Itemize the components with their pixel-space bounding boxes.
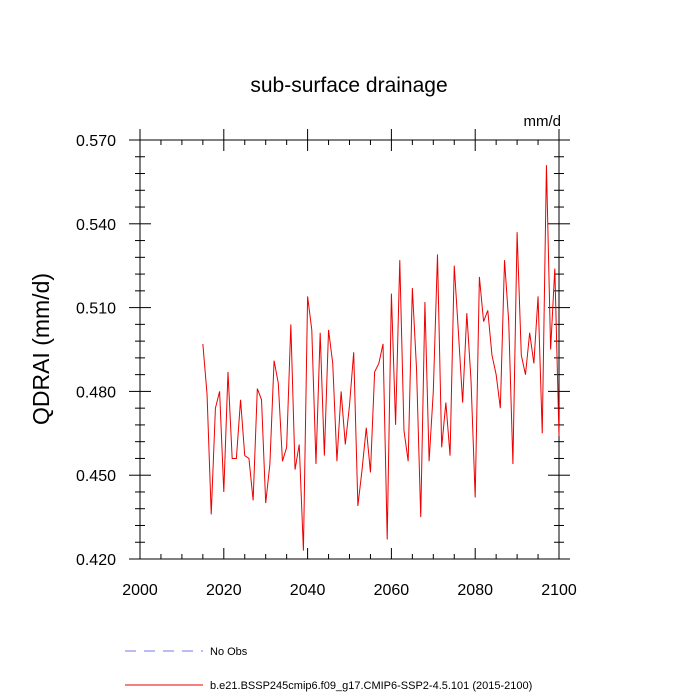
y-tick-label: 0.450 (76, 468, 116, 485)
legend: No Obs b.e21.BSSP245cmip6.f09_g17.CMIP6-S… (125, 646, 532, 692)
y-tick-label: 0.570 (76, 133, 116, 150)
y-tick-label: 0.510 (76, 301, 116, 318)
chart-title: sub-surface drainage (250, 74, 447, 97)
x-tick-label: 2000 (122, 582, 158, 599)
axis-tick-labels: 2000 2020 2040 2060 2080 2100 0.420 0.450 0.480 0… (76, 133, 577, 599)
y-tick-label: 0.480 (76, 384, 116, 401)
x-tick-label: 2100 (541, 582, 577, 599)
y-tick-label: 0.420 (76, 552, 116, 569)
units-label: mm/d (524, 113, 562, 130)
x-tick-label: 2060 (374, 582, 410, 599)
legend-label-1: b.e21.BSSP245cmip6.f09_g17.CMIP6-SSP2-4.… (210, 680, 532, 692)
series-layer (202, 165, 560, 551)
x-tick-label: 2040 (290, 582, 326, 599)
axis-ticks (129, 129, 570, 560)
x-tick-label: 2080 (457, 582, 493, 599)
series-line-1 (202, 165, 560, 551)
legend-label-0: No Obs (210, 646, 248, 658)
y-axis-label: QDRAI (mm/d) (28, 273, 54, 425)
x-tick-label: 2020 (206, 582, 242, 599)
y-tick-label: 0.540 (76, 217, 116, 234)
